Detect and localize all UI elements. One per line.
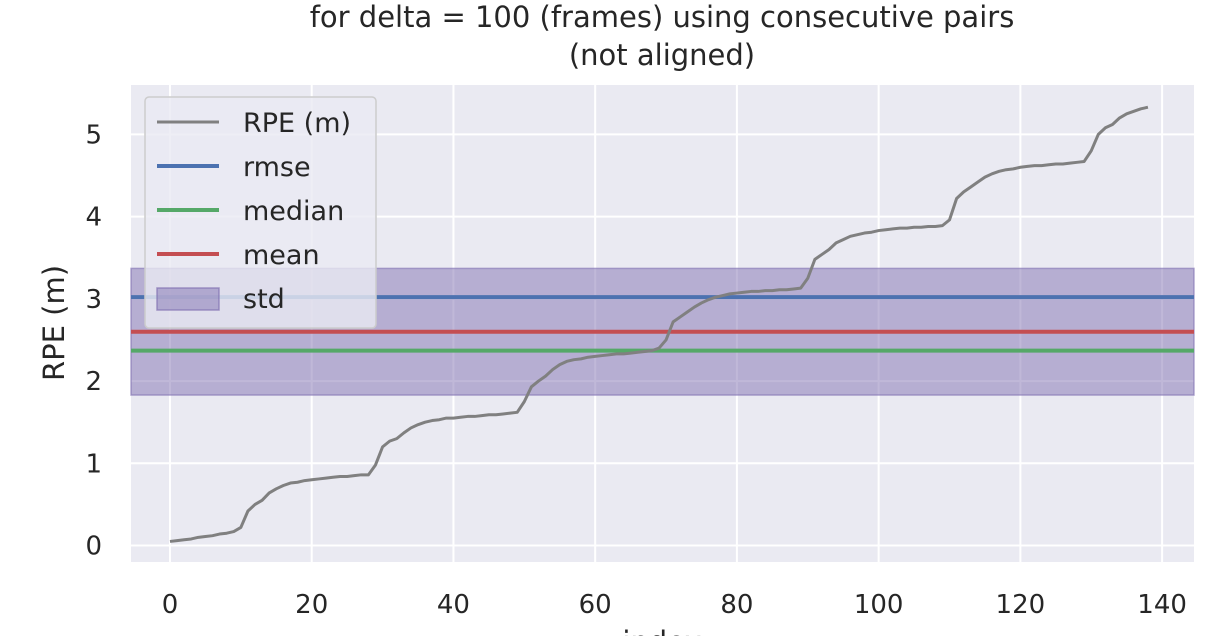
y-tick-label: 2 [85,367,102,397]
legend-label-mean: mean [243,240,320,271]
x-tick-label: 100 [854,590,904,620]
legend-label-rmse: rmse [243,152,311,183]
y-tick-label: 0 [85,532,102,562]
legend-label-rpe: RPE (m) [243,108,351,139]
x-tick-label: 80 [720,590,753,620]
y-tick-labels: 0 1 2 3 4 5 [85,120,102,561]
x-tick-label: 140 [1137,590,1187,620]
series-layer [169,105,1149,543]
legend-swatch-std [156,287,220,311]
x-tick-label: 40 [437,590,470,620]
x-tick-label: 120 [996,590,1046,620]
legend: RPE (m) rmse median mean std [144,96,377,329]
legend-label-median: median [243,196,344,227]
y-tick-label: 4 [85,203,102,233]
chart-title-line-2: (not aligned) [569,38,755,72]
x-tick-label: 60 [579,590,612,620]
legend-box [144,96,377,329]
y-axis-label: RPE (m) [37,265,71,381]
x-tick-label: 0 [162,590,179,620]
x-axis-label: index [622,625,701,636]
x-tick-labels: 0 20 40 60 80 100 120 140 [162,590,1187,620]
legend-label-std: std [243,284,285,315]
chart-title-line-1: for delta = 100 (frames) using consecuti… [310,0,1015,34]
y-tick-label: 1 [85,449,102,479]
y-tick-label: 3 [85,285,102,315]
x-tick-label: 20 [295,590,328,620]
y-tick-label: 5 [85,120,102,150]
rpe-series-line [169,105,1149,543]
